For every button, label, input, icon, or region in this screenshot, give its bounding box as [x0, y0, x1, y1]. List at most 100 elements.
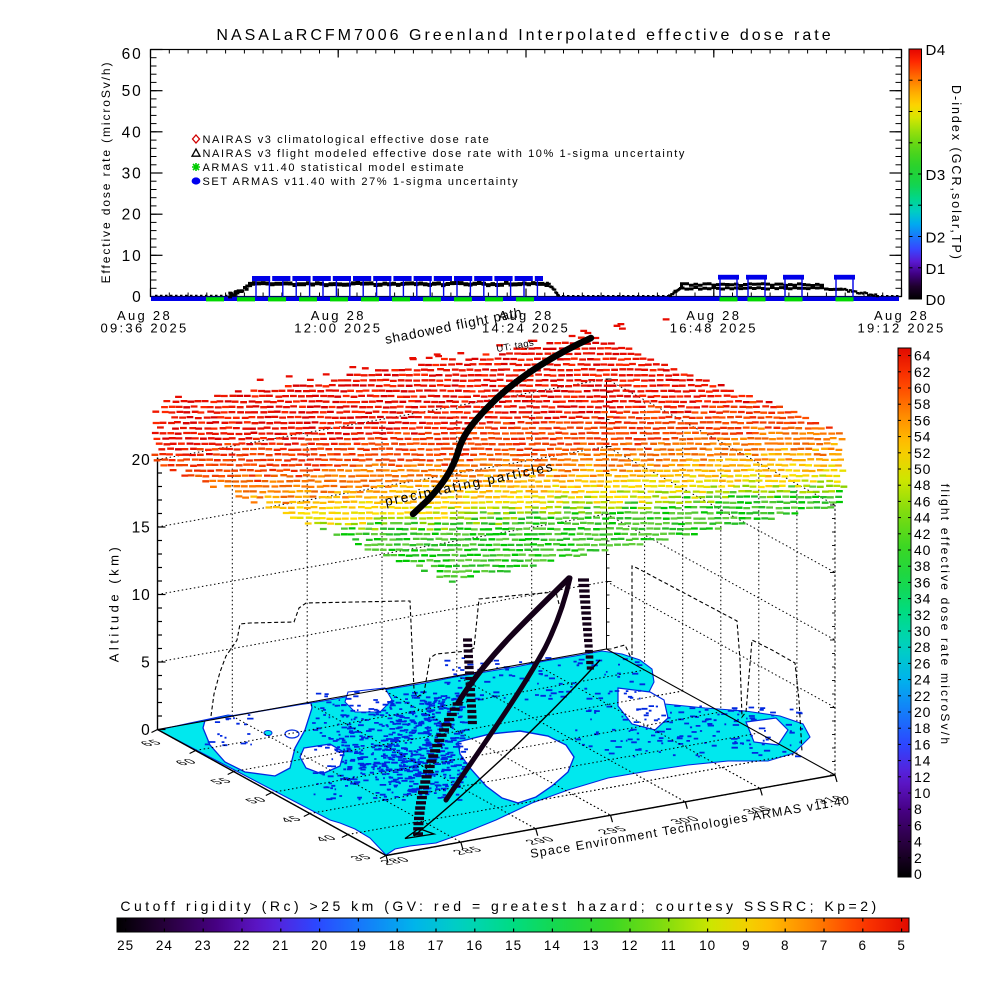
svg-text:NAIRAS v3 climatological effec: NAIRAS v3 climatological effective dose … [203, 134, 491, 146]
svg-text:38: 38 [914, 558, 931, 574]
svg-text:17: 17 [427, 938, 444, 953]
svg-text:26: 26 [914, 655, 931, 671]
svg-text:6: 6 [914, 817, 923, 833]
svg-text:D3: D3 [926, 167, 946, 184]
svg-text:0: 0 [914, 866, 923, 882]
svg-text:D-index (GCR,solar,TP): D-index (GCR,solar,TP) [949, 85, 963, 261]
svg-text:13: 13 [583, 938, 600, 953]
svg-text:4: 4 [914, 834, 923, 850]
svg-text:295: 295 [594, 824, 632, 836]
svg-text:8: 8 [914, 801, 923, 817]
svg-text:56: 56 [914, 412, 931, 428]
svg-text:34: 34 [914, 591, 931, 607]
svg-text:14: 14 [914, 753, 931, 769]
svg-text:Altitude (km): Altitude (km) [107, 544, 122, 662]
svg-text:19:12 2025: 19:12 2025 [857, 321, 945, 336]
svg-text:305: 305 [739, 804, 777, 816]
svg-text:10: 10 [699, 938, 716, 953]
svg-text:Aug 28: Aug 28 [311, 308, 366, 323]
svg-text:42: 42 [914, 526, 931, 542]
svg-text:40: 40 [122, 124, 143, 141]
svg-text:60: 60 [914, 380, 931, 396]
svg-text:20: 20 [132, 452, 151, 469]
svg-text:Aug 28: Aug 28 [498, 308, 553, 323]
svg-text:20: 20 [311, 938, 328, 953]
svg-text:15: 15 [132, 520, 151, 537]
svg-text:16:48 2025: 16:48 2025 [670, 321, 758, 336]
svg-text:18: 18 [914, 720, 931, 736]
svg-text:0: 0 [141, 722, 150, 739]
svg-text:62: 62 [914, 364, 931, 380]
svg-text:35: 35 [346, 852, 376, 862]
svg-text:22: 22 [233, 938, 250, 953]
svg-text:2: 2 [914, 850, 923, 866]
svg-text:30: 30 [122, 166, 143, 183]
svg-text:Cutoff rigidity (Rc) >25 km (G: Cutoff rigidity (Rc) >25 km (GV: red = g… [120, 898, 879, 914]
svg-text:Aug 28: Aug 28 [117, 308, 172, 323]
svg-text:10: 10 [132, 587, 151, 604]
svg-text:280: 280 [376, 855, 414, 867]
svg-text:14:24 2025: 14:24 2025 [482, 321, 570, 336]
svg-text:Aug 28: Aug 28 [686, 308, 741, 323]
svg-text:09:36 2025: 09:36 2025 [100, 321, 188, 336]
svg-text:300: 300 [666, 814, 704, 826]
svg-text:14: 14 [544, 938, 561, 953]
svg-text:9: 9 [742, 938, 751, 953]
svg-text:40: 40 [914, 542, 931, 558]
svg-text:50: 50 [122, 83, 143, 100]
svg-text:5: 5 [897, 938, 906, 953]
svg-text:SET ARMAS v11.40 with 27% 1-si: SET ARMAS v11.40 with 27% 1-sigma uncert… [203, 176, 520, 188]
svg-text:D2: D2 [926, 230, 946, 247]
svg-text:8: 8 [781, 938, 790, 953]
svg-text:32: 32 [914, 607, 931, 623]
svg-text:10: 10 [122, 248, 143, 265]
svg-text:0: 0 [132, 289, 142, 306]
svg-text:ARMAS v11.40 statistical model: ARMAS v11.40 statistical model estimate [203, 162, 466, 174]
svg-text:28: 28 [914, 639, 931, 655]
svg-text:55: 55 [206, 776, 236, 786]
svg-text:20: 20 [122, 207, 143, 224]
svg-text:10: 10 [914, 785, 931, 801]
svg-text:58: 58 [914, 396, 931, 412]
svg-text:11: 11 [661, 938, 677, 953]
svg-text:NASALaRCFM7006 Greenland Inte: NASALaRCFM7006 Greenland Interpolated ef… [216, 27, 833, 44]
svg-text:50: 50 [914, 461, 931, 477]
svg-text:36: 36 [914, 574, 931, 590]
svg-text:Space Environment Technologies: Space Environment Technologies ARMAS v11… [529, 793, 851, 861]
svg-text:flight effective dose rate mic: flight effective dose rate microSv/h [938, 484, 952, 746]
svg-text:19: 19 [350, 938, 367, 953]
svg-text:7: 7 [820, 938, 829, 953]
svg-text:15: 15 [505, 938, 522, 953]
svg-text:12:00 2025: 12:00 2025 [294, 321, 382, 336]
svg-text:18: 18 [389, 938, 406, 953]
svg-text:6: 6 [859, 938, 868, 953]
svg-text:5: 5 [141, 655, 150, 672]
svg-text:16: 16 [914, 736, 931, 752]
svg-text:20: 20 [914, 704, 931, 720]
svg-text:24: 24 [156, 938, 173, 953]
svg-text:21: 21 [272, 938, 289, 953]
svg-text:Effective dose rate (microSv/h: Effective dose rate (microSv/h) [99, 61, 113, 284]
svg-text:D4: D4 [926, 42, 946, 59]
svg-text:16: 16 [466, 938, 483, 953]
svg-text:310: 310 [811, 794, 849, 806]
svg-text:30: 30 [914, 623, 931, 639]
svg-text:40: 40 [311, 833, 341, 843]
svg-text:52: 52 [914, 445, 931, 461]
svg-text:25: 25 [117, 938, 134, 953]
svg-text:64: 64 [914, 348, 931, 364]
svg-text:48: 48 [914, 477, 931, 493]
svg-text:50: 50 [241, 795, 271, 805]
svg-text:46: 46 [914, 493, 931, 509]
svg-text:285: 285 [449, 845, 487, 857]
svg-text:D1: D1 [926, 261, 946, 278]
svg-text:12: 12 [621, 938, 638, 953]
svg-text:23: 23 [195, 938, 212, 953]
svg-text:65: 65 [136, 738, 166, 748]
svg-text:60: 60 [122, 46, 143, 63]
svg-text:44: 44 [914, 510, 931, 526]
svg-text:UT: tags: UT: tags [496, 338, 535, 355]
svg-text:22: 22 [914, 688, 931, 704]
svg-text:NAIRAS v3 flight modeled effec: NAIRAS v3 flight modeled effective dose … [203, 148, 686, 160]
svg-text:60: 60 [171, 757, 201, 767]
